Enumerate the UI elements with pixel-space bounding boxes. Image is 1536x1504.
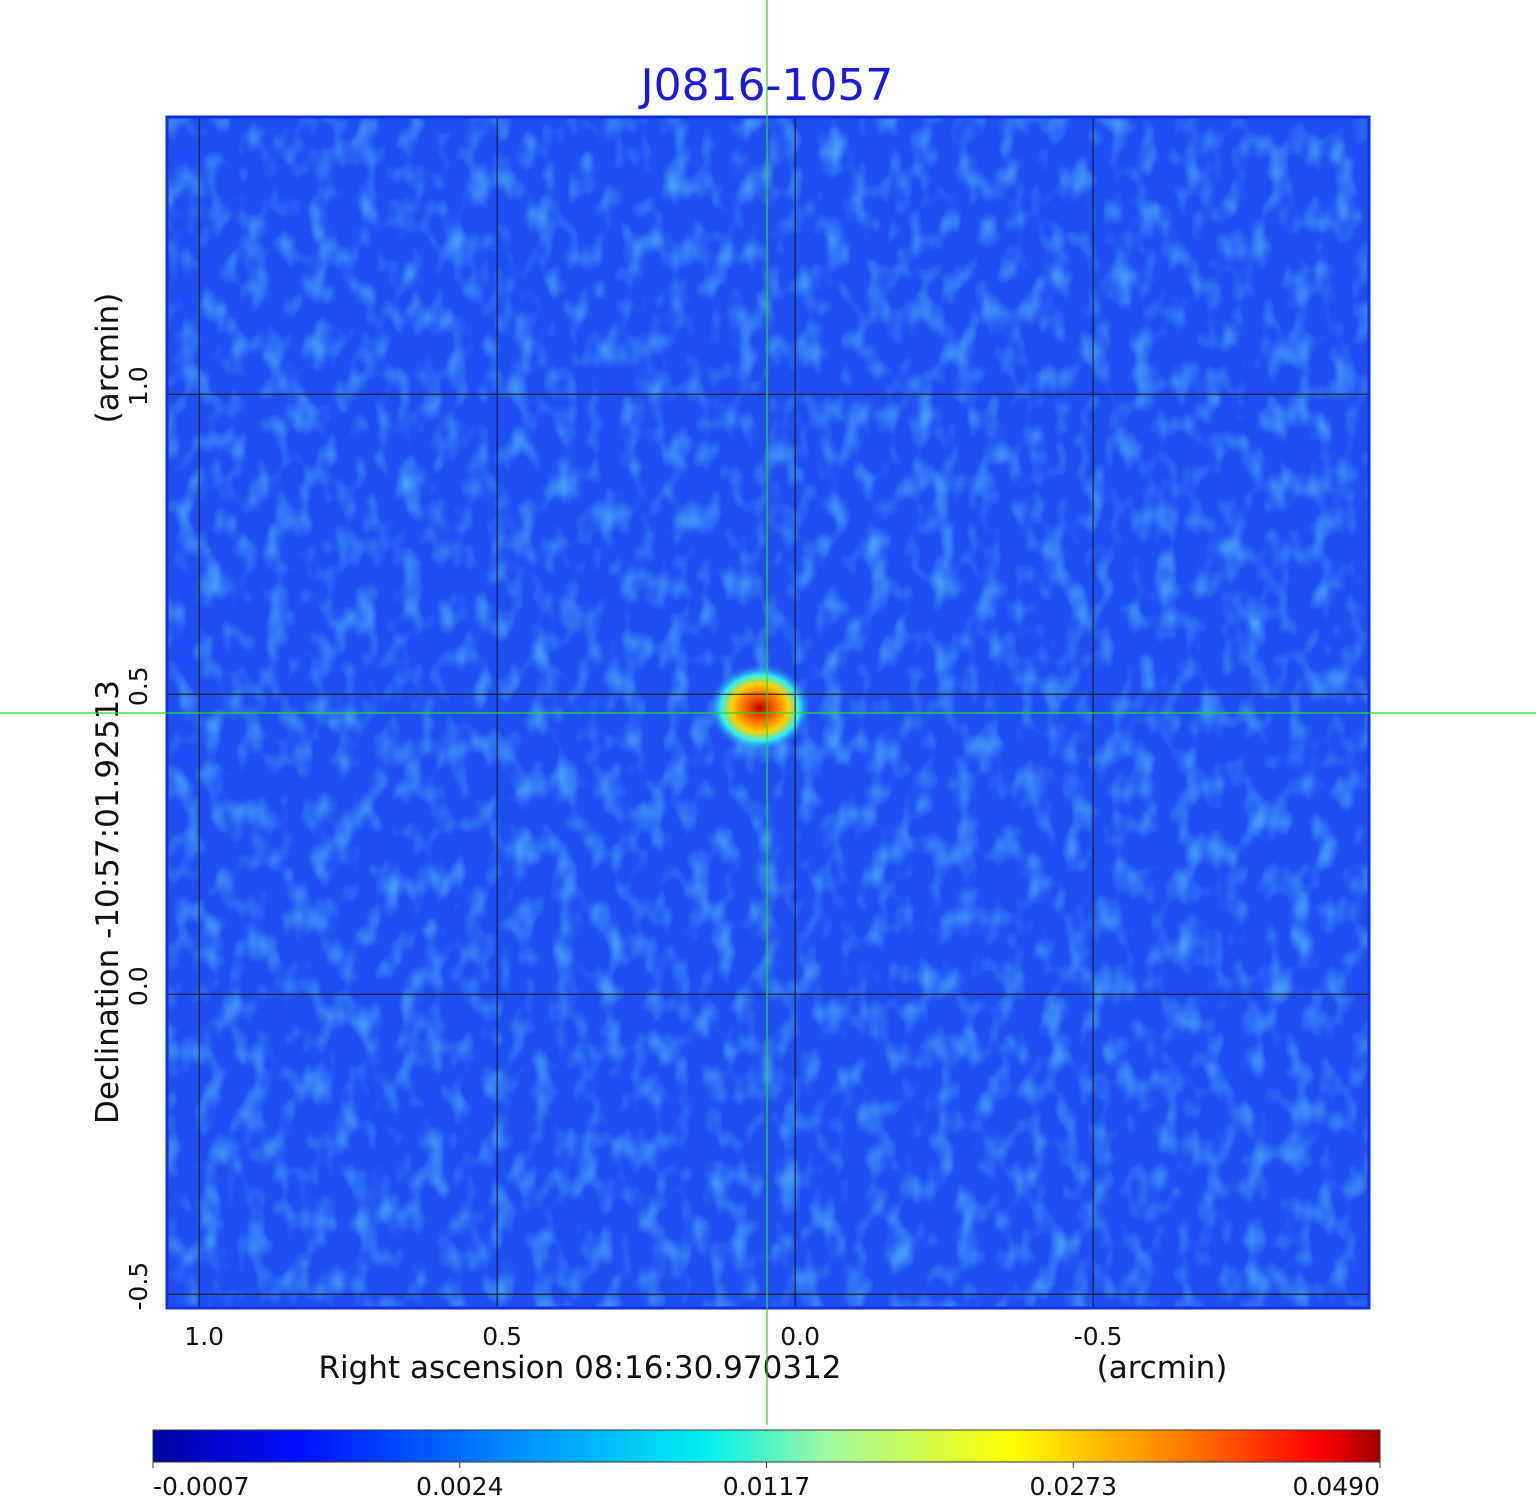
colorbar-tick-label: 0.0490 — [1293, 1472, 1380, 1500]
colorbar-tick-label: 0.0273 — [1030, 1472, 1117, 1500]
x-tick-label: 1.0 — [184, 1322, 224, 1351]
x-tick-label: 0.5 — [482, 1322, 522, 1351]
x-tick-label: -0.5 — [1074, 1322, 1123, 1351]
y-tick-label: 1.0 — [124, 366, 153, 406]
colorbar — [152, 1429, 1381, 1463]
chart-title: J0816-1057 — [638, 60, 894, 111]
x-axis-unit: (arcmin) — [1097, 1350, 1228, 1386]
y-axis-unit: (arcmin) — [90, 293, 126, 424]
y-tick-label: 0.5 — [124, 666, 153, 706]
colorbar-tick-label: 0.0117 — [723, 1472, 810, 1500]
y-tick-label: 0.0 — [124, 966, 153, 1006]
y-axis-label: Declination -10:57:01.92513 — [90, 680, 126, 1124]
x-tick-label: 0.0 — [780, 1322, 820, 1351]
source — [708, 664, 812, 752]
colorbar-tick-label: 0.0024 — [416, 1472, 503, 1500]
colorbar-tick-label: -0.0007 — [153, 1472, 250, 1500]
x-axis-label: Right ascension 08:16:30.970312 — [318, 1350, 841, 1386]
y-tick-label: -0.5 — [124, 1262, 153, 1311]
